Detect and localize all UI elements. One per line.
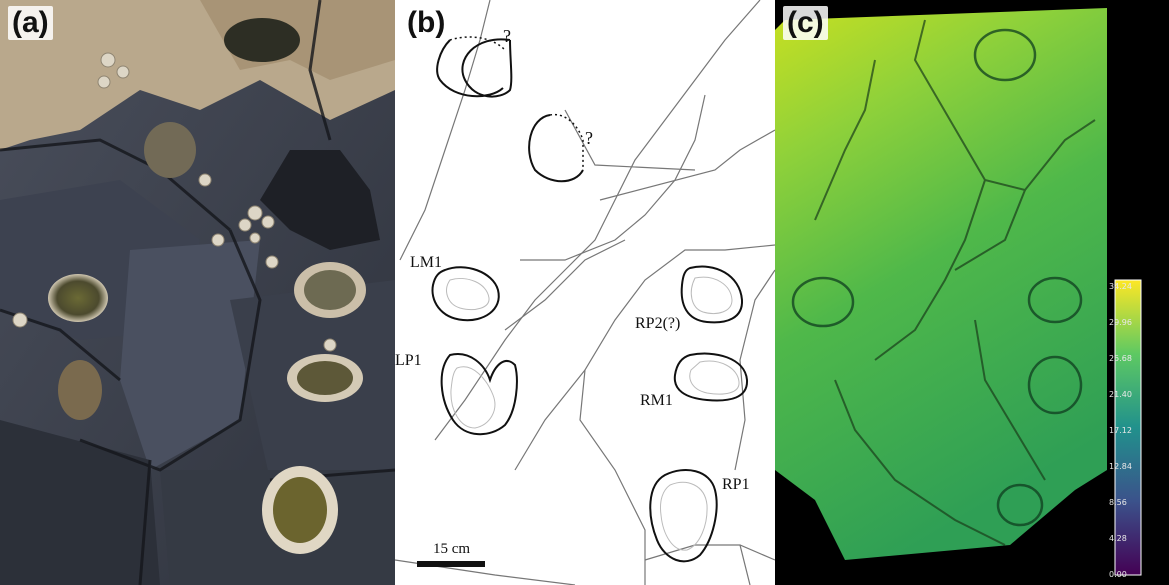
panel-a-letter: (a): [8, 6, 53, 40]
scale-bar: [417, 561, 485, 567]
colorbar-tick-6: 12.84: [1109, 462, 1132, 471]
colorbar-tick-5: 17.12: [1109, 426, 1132, 435]
colorbar-tick-7: 8.56: [1109, 498, 1127, 507]
crack-lines: [395, 0, 775, 585]
colorbar-tick-3: 25.68: [1109, 354, 1132, 363]
panel-b-letter: (b): [407, 6, 446, 39]
scale-bar-label: 15 cm: [433, 541, 471, 557]
rock-photo: [0, 0, 395, 585]
colorbar-tick-4: 21.40: [1109, 390, 1132, 399]
colorbar: [1114, 279, 1142, 576]
label-rp2: RP2(?): [635, 315, 681, 332]
colorbar-tick-1: 34.24: [1109, 282, 1132, 291]
height-map-panel: (c) 34.24 29.96 25.68 21.40 17.12 12.84 …: [775, 0, 1169, 585]
question-mark-1: ?: [503, 26, 511, 46]
drawing-panel: (b) ? ? LM1 LP1 RP2(?) RM1 RP1 15 cm: [395, 0, 775, 585]
colorbar-tick-8: 4.28: [1109, 534, 1127, 543]
label-lm1: LM1: [410, 254, 442, 271]
label-lp1: LP1: [395, 352, 422, 369]
question-mark-2: ?: [585, 128, 593, 148]
photo-panel: (a): [0, 0, 395, 585]
colorbar-tick-2: 29.96: [1109, 318, 1132, 327]
track-outline-drawing: [395, 0, 775, 585]
colorbar-tick-9: 0.00: [1109, 570, 1127, 579]
height-map: [775, 0, 1169, 585]
label-rm1: RM1: [640, 392, 673, 409]
panel-c-letter: (c): [783, 6, 828, 40]
label-rp1: RP1: [722, 476, 750, 493]
